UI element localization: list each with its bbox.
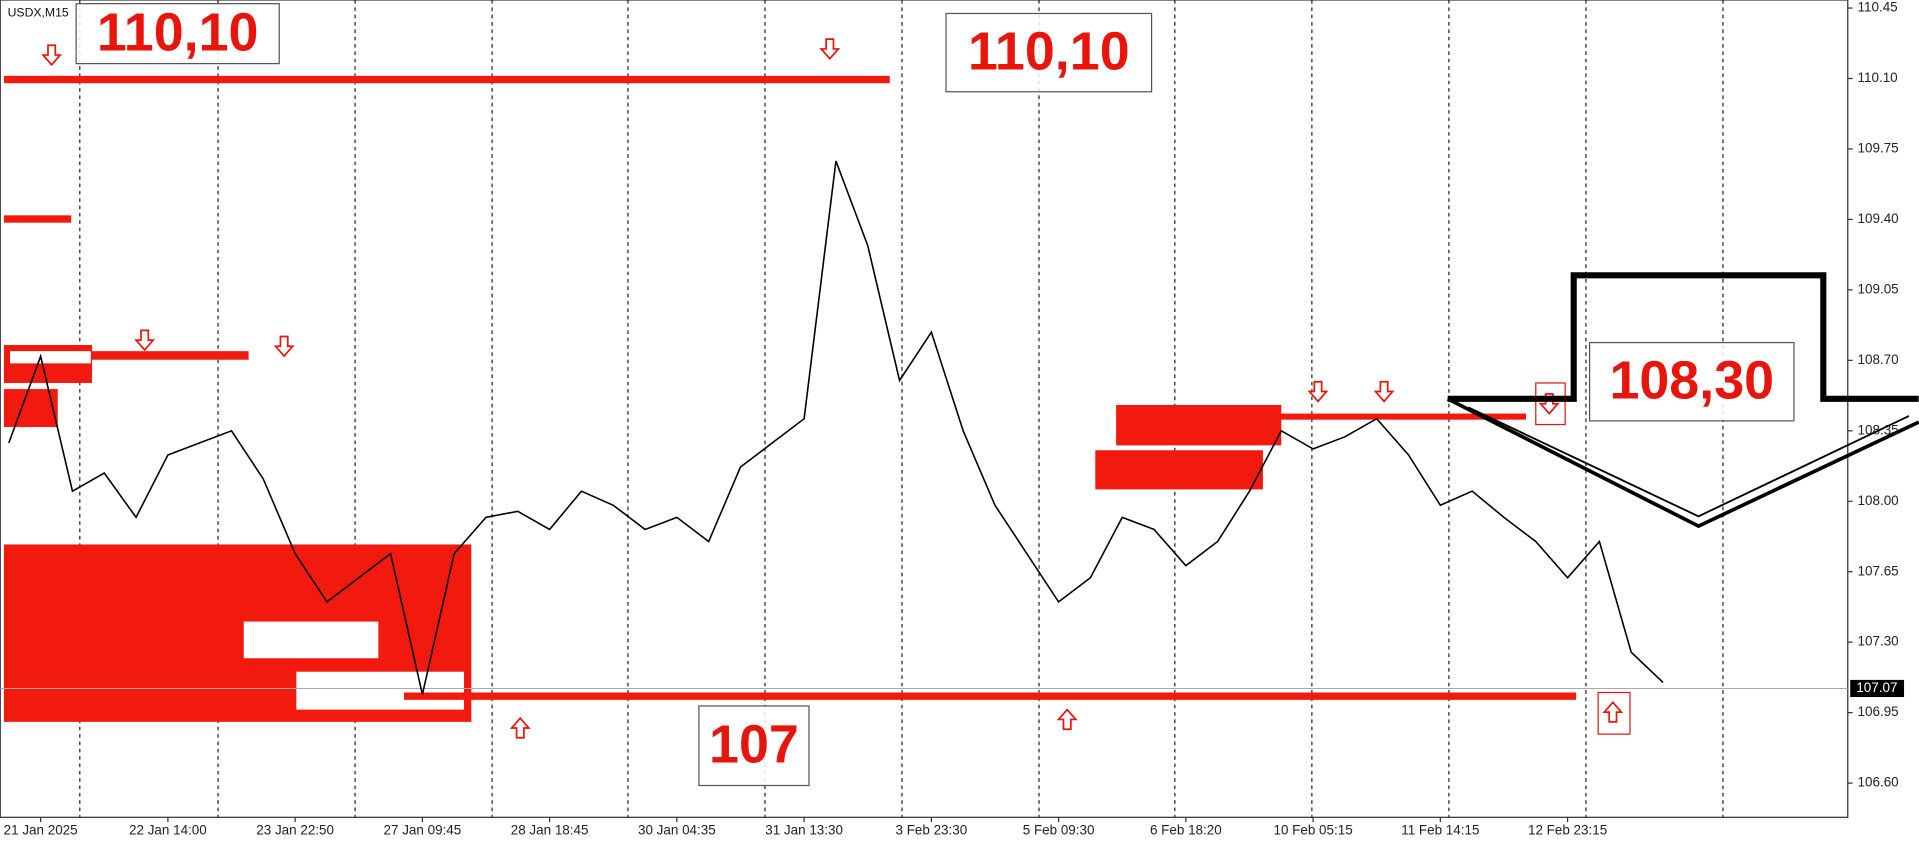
annotation-box (945, 12, 1153, 93)
x-tick-label: 28 Jan 18:45 (511, 822, 589, 837)
y-tick-label: 109.75 (1858, 141, 1899, 156)
x-tick-label: 6 Feb 18:20 (1150, 822, 1222, 837)
x-tick-label: 10 Feb 05:15 (1273, 822, 1352, 837)
annotation-box (698, 705, 810, 787)
y-tick-label: 108.70 (1858, 352, 1899, 367)
y-tick-label: 107.30 (1858, 634, 1899, 649)
x-tick-label: 12 Feb 23:15 (1528, 822, 1607, 837)
x-tick-label: 27 Jan 09:45 (384, 822, 462, 837)
zones (3, 38, 1631, 739)
y-tick-label: 109.05 (1858, 281, 1899, 296)
y-tick-label: 110.10 (1858, 70, 1898, 85)
x-tick-label: 3 Feb 23:30 (895, 822, 967, 837)
x-tick-label: 22 Jan 14:00 (129, 822, 207, 837)
symbol: USDX,M15 (8, 6, 69, 20)
annotation: 108,30 (1609, 350, 1774, 410)
annotation: 107 (709, 714, 799, 774)
annotation-box (1588, 341, 1795, 422)
big-arrow (1446, 272, 1919, 529)
y-tick-label: 108.35 (1858, 422, 1899, 437)
annotation: 110,10 (968, 21, 1130, 81)
x-tick-label: 11 Feb 14:15 (1401, 822, 1479, 837)
x-tick-label: 30 Jan 04:35 (638, 822, 716, 837)
y-tick-label: 108.00 (1858, 493, 1899, 508)
price-line (8, 160, 1664, 695)
x-tick-label: 31 Jan 13:30 (765, 822, 843, 837)
annotation-box (75, 3, 280, 65)
annotation: 110,10 (97, 2, 259, 62)
last-price-label: 107.07 (1856, 680, 1897, 695)
x-tick-label: 21 Jan 2025 (4, 822, 78, 837)
y-tick-label: 110.45 (1858, 0, 1898, 15)
y-tick-label: 106.60 (1858, 775, 1899, 790)
x-tick-label: 23 Jan 22:50 (256, 822, 334, 837)
y-tick-label: 109.40 (1858, 211, 1899, 226)
annotations: 110,10 110,10 107 108,30 (75, 2, 1795, 787)
y-tick-label: 107.65 (1858, 563, 1899, 578)
last-price-tag (1850, 679, 1905, 698)
y-tick-label: 106.95 (1858, 704, 1899, 719)
x-tick-label: 5 Feb 09:30 (1023, 822, 1095, 837)
